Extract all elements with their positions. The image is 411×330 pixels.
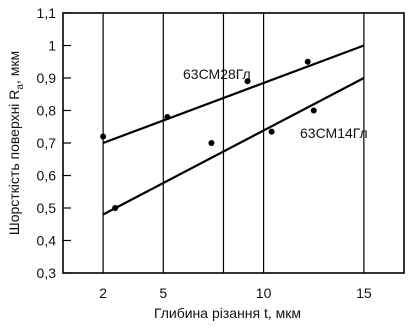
data-point-series-1-3 — [310, 107, 317, 114]
y-tick-label-6: 0,9 — [37, 70, 57, 86]
y-tick-label-1: 0,4 — [37, 233, 57, 249]
fit-line-series-0 — [102, 44, 365, 145]
x-tick-label-15: 15 — [356, 285, 372, 301]
x-tick-label-5: 5 — [159, 285, 167, 301]
x-tick-label-10: 10 — [256, 285, 272, 301]
data-point-series-0-0 — [100, 133, 107, 140]
series-label-1: 63СМ14Гл — [300, 125, 368, 141]
x-tick-labels: 2 5 10 15 — [99, 285, 372, 301]
data-point-series-1-2 — [268, 128, 275, 135]
data-point-series-0-1 — [164, 114, 171, 120]
y-axis-title-suffix: , мкм — [6, 51, 22, 84]
x-tick-label-2: 2 — [99, 285, 107, 301]
x-axis-title: Глибина різання t, мкм — [154, 305, 301, 321]
y-tick-label-0: 0,3 — [37, 265, 57, 281]
series-labels: 63СМ28Гл 63СМ14Гл — [183, 66, 368, 141]
y-tick-label-4: 0,7 — [37, 135, 57, 151]
y-tick-label-7: 1 — [48, 38, 56, 54]
y-tick-label-8: 1,1 — [37, 5, 57, 21]
data-point-series-0-2 — [244, 78, 251, 85]
data-points-layer — [100, 58, 317, 211]
y-axis-title-main: Шорсткість поверхні R — [6, 90, 22, 236]
fit-lines-layer — [102, 44, 365, 216]
y-tick-label-5: 0,8 — [37, 103, 57, 119]
fit-line-series-1 — [102, 77, 365, 216]
y-axis-title-subscript: a — [15, 84, 26, 90]
plot-frame — [62, 12, 405, 274]
y-axis-title: Шорсткість поверхні Ra, мкм — [6, 51, 26, 235]
series-label-0: 63СМ28Гл — [183, 66, 251, 82]
data-point-series-1-0 — [112, 205, 119, 211]
data-point-series-1-1 — [208, 140, 215, 146]
y-tick-labels: 0,3 0,4 0,5 0,6 0,7 0,8 0,9 1 1,1 — [37, 5, 57, 281]
y-tick-label-3: 0,6 — [37, 168, 57, 184]
data-point-series-0-3 — [304, 58, 311, 65]
y-tick-label-2: 0,5 — [37, 200, 57, 216]
